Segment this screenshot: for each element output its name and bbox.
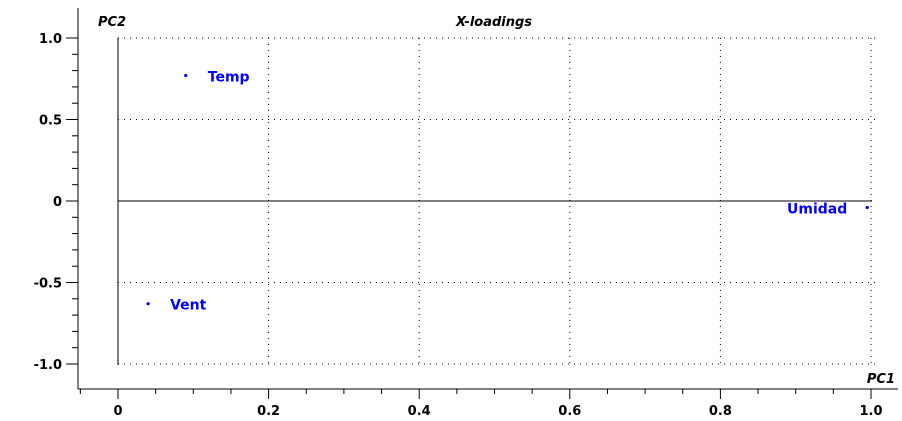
data-point [184,73,188,78]
data-point-label: Vent [170,298,207,314]
x-tick-label: 0 [113,404,122,419]
x-tick-label: 0.2 [257,404,280,419]
data-point-label: Umidad [787,202,847,218]
y-tick-label: 0.5 [39,114,62,129]
data-point-label: Temp [208,69,250,85]
x-tick-label: 1.0 [859,404,882,419]
x-tick-label: 0.6 [558,404,581,419]
y-tick-label: 0 [53,195,62,210]
grid [118,37,878,366]
x-axis-label: PC1 [867,372,895,387]
y-tick-label: 1.0 [39,32,62,47]
data-points: Temp Vent Umidad [146,69,869,314]
chart-title: X-loadings [455,15,532,30]
y-axis-label: PC2 [98,15,126,30]
y-tick-label: -1.0 [34,358,62,373]
y-tick-label: -0.5 [34,277,62,292]
data-point [146,302,150,306]
x-tick-label: 0.4 [408,404,431,419]
x-tick-label: 0.8 [709,404,732,419]
data-point [865,205,869,210]
ticks: 1.0 0.5 0 -0.5 -1.0 0 0.2 0.4 0.6 0.8 1.0 [34,32,883,419]
axes [77,8,898,390]
